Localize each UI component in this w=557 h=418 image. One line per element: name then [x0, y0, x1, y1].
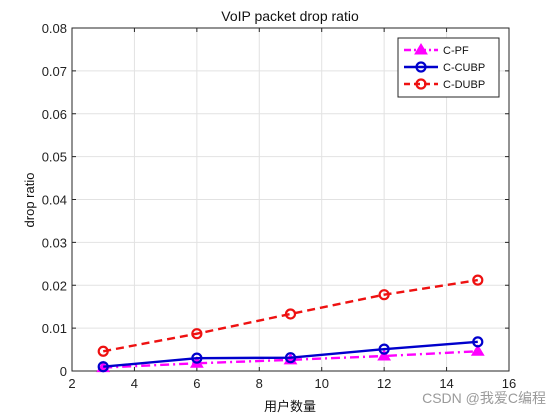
legend-label-c-pf: C-PF — [443, 45, 469, 57]
x-tick-label: 4 — [131, 376, 138, 391]
legend-box — [397, 37, 500, 98]
chart-title: VoIP packet drop ratio — [221, 8, 359, 24]
y-tick-label: 0.02 — [42, 278, 67, 293]
data-point-c-dubp — [378, 289, 390, 301]
legend-label-c-dubp: C-DUBP — [443, 79, 485, 91]
data-point-c-pf — [377, 349, 392, 361]
legend-marker-c-pf — [414, 43, 428, 55]
y-tick-label: 0.05 — [42, 150, 67, 165]
y-tick-label: 0.08 — [42, 21, 67, 36]
data-point-c-dubp — [191, 328, 203, 340]
data-point-c-dubp — [284, 308, 297, 320]
legend-marker-c-dubp — [415, 78, 427, 90]
data-point-c-cubp — [284, 352, 297, 364]
data-point-c-cubp — [378, 343, 390, 355]
legend-marker-c-cubp — [415, 61, 427, 73]
y-tick-label: 0.07 — [42, 64, 67, 79]
y-axis-label: drop ratio — [22, 173, 37, 228]
x-tick-label: 8 — [256, 376, 263, 391]
legend-label-c-cubp: C-CUBP — [443, 62, 485, 74]
x-tick-label: 10 — [314, 376, 328, 391]
data-point-c-pf — [470, 344, 485, 356]
data-point-c-cubp — [97, 361, 109, 373]
x-axis-label: 用户数量 — [264, 399, 316, 414]
series-line-c-cubp — [103, 340, 478, 368]
watermark: CSDN @我爱C编程 — [422, 390, 546, 406]
x-tick-label: 14 — [439, 376, 453, 391]
x-tick-label: 16 — [502, 376, 516, 391]
legend: C-PF C-CUBP C-DUBP — [397, 37, 500, 98]
data-point-c-cubp — [191, 352, 203, 364]
data-point-c-dubp — [472, 274, 484, 286]
y-tick-label: 0.01 — [42, 321, 67, 336]
x-tick-label: 12 — [377, 376, 391, 391]
y-tick-label: 0.04 — [42, 193, 67, 208]
data-point-c-cubp — [472, 336, 484, 348]
y-tick-label: 0.03 — [42, 235, 67, 250]
x-tick-label: 6 — [193, 376, 200, 391]
data-point-c-dubp — [97, 345, 109, 357]
x-tick-label: 2 — [68, 376, 75, 391]
series-line-c-dubp — [102, 278, 478, 353]
series-line-c-pf — [103, 350, 478, 369]
y-tick-label: 0.06 — [42, 107, 67, 122]
y-tick-label: 0 — [60, 364, 67, 379]
